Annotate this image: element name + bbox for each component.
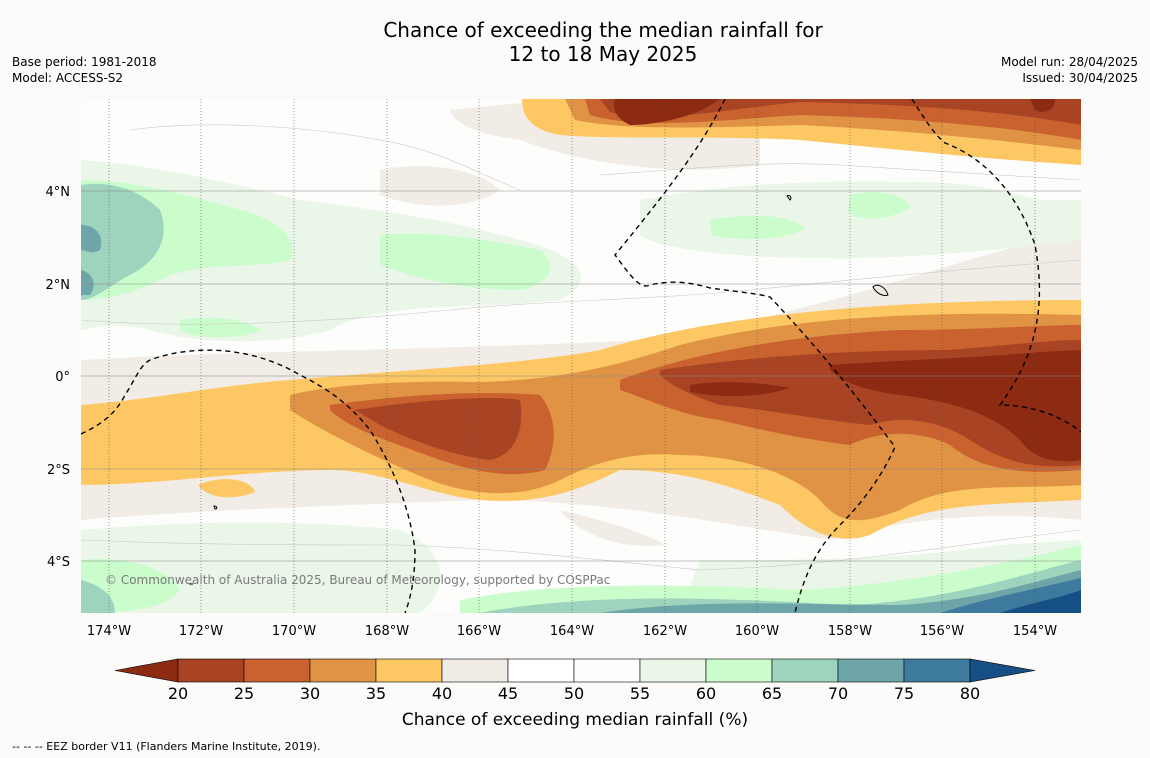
base-period: Base period: 1981-2018 [12,55,157,69]
map-region-60-65-midwest [380,233,551,290]
title-line-1: Chance of exceeding the median rainfall … [383,18,823,42]
colorbar-tick-label: 20 [168,684,188,703]
lon-tick-label: 168°W [365,624,409,639]
map-region-45-50-north [380,166,500,206]
colorbar-arrow-low [114,658,179,683]
lat-tick-label: 4°S [47,555,70,570]
eez-borders [81,99,1081,613]
colorbar-tick-label: 55 [630,684,650,703]
colorbar-segment [639,658,707,683]
colorbar-tick-label: 30 [300,684,320,703]
colorbar-segment [837,658,905,683]
islands [189,195,889,585]
longitude-labels: 174°W 172°W 170°W 168°W 166°W 164°W 162°… [87,624,1057,639]
footnote: -- -- -- EEZ border V11 (Flanders Marine… [12,740,321,753]
lon-tick-label: 156°W [920,624,964,639]
lon-tick-label: 164°W [550,624,594,639]
map-region-70-75-se [600,570,1081,613]
latitude-labels: 4°N 2°N 0° 2°S 4°S [46,185,71,570]
lat-tick-label: 2°S [47,463,70,478]
map-region-60-65-se [460,545,1081,613]
colorbar-tick-label: 65 [762,684,782,703]
copyright-text: © Commonwealth of Australia 2025, Bureau… [105,573,610,587]
lat-tick-label: 2°N [46,278,71,293]
lon-tick-label: 154°W [1013,624,1057,639]
colorbar-title: Chance of exceeding median rainfall (%) [401,710,749,730]
map-region-55-60-mid [640,181,1081,259]
map-region-20-25 [355,398,522,460]
colorbar-tick-label: 40 [432,684,452,703]
colorbar-arrow-high [969,658,1036,683]
map-region-65-70-se [480,560,1081,613]
colorbar-segment [243,658,311,683]
colorbar-segment [771,658,839,683]
lon-tick-label: 174°W [87,624,131,639]
colorbar-segment [507,658,575,683]
map-region-20-25-north [600,99,1081,125]
colorbar: 20 25 30 35 40 45 50 55 60 65 70 75 80 [114,658,1036,703]
model-name: Model: ACCESS-S2 [12,71,124,85]
meta-left: Base period: 1981-2018 Model: ACCESS-S2 [12,54,157,86]
colorbar-tick-label: 75 [894,684,914,703]
map-title: Chance of exceeding the median rainfall … [0,18,1150,66]
map-region-45-50-se [560,510,665,546]
colorbar-segment [309,658,377,683]
map-region-60-65-mid [710,215,805,240]
colorbar-segment [177,658,245,683]
map-region-below-20-east [830,350,1081,462]
lon-tick-label: 172°W [179,624,223,639]
lon-tick-label: 158°W [828,624,872,639]
map-region-65-70-south [81,580,115,613]
colorbar-segment [705,658,773,683]
colorbar-segment [903,658,971,683]
colorbar-segment [573,658,641,683]
lon-tick-label: 162°W [643,624,687,639]
colorbar-tick-label: 80 [960,684,980,703]
colorbar-tick-label: 50 [564,684,584,703]
meta-right: Model run: 28/04/2025 Issued: 30/04/2025 [1001,54,1138,86]
colorbar-tick-label: 35 [366,684,386,703]
title-line-2: 12 to 18 May 2025 [508,42,698,66]
lon-tick-label: 166°W [457,624,501,639]
model-run: Model run: 28/04/2025 [1000,55,1138,69]
lon-tick-label: 160°W [735,624,779,639]
gridlines [81,99,1081,613]
map-region-70-75-w2 [81,270,94,295]
colorbar-segment [375,658,443,683]
map-region-60-65-east [848,192,910,219]
colorbar-segment [441,658,509,683]
map-region-above-80 [1000,590,1081,613]
lon-tick-label: 170°W [272,624,316,639]
colorbar-tick-label: 60 [696,684,716,703]
issued-date: Issued: 30/04/2025 [1022,71,1138,85]
map-region-35-40-west [198,479,255,498]
map-area: © Commonwealth of Australia 2025, Bureau… [81,99,1081,613]
colorbar-tick-label: 25 [234,684,254,703]
map-region-below-20-north [613,99,720,125]
map-region-below-20-north2 [1030,99,1055,112]
map-region-70-75 [81,225,102,253]
colorbar-tick-label: 70 [828,684,848,703]
colorbar-tick-label: 45 [498,684,518,703]
map-region-below-20 [690,382,790,397]
map-region-60-65-pt [180,317,262,338]
thin-contours [81,124,1081,571]
lat-tick-label: 4°N [46,185,71,200]
map-region-65-70-west [81,183,164,300]
lat-tick-label: 0° [55,370,70,385]
